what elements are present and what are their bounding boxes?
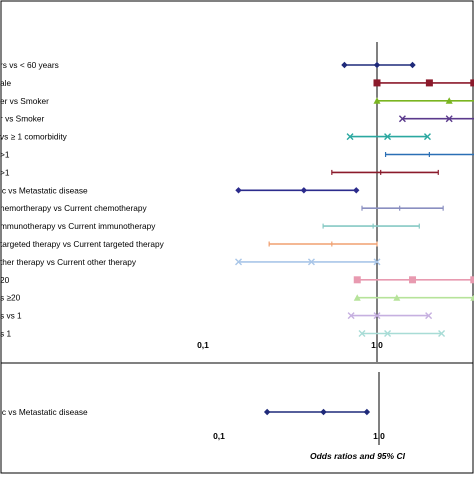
row-label: ale <box>0 78 11 88</box>
row-label: er vs Smoker <box>0 96 49 106</box>
ci-high-marker <box>353 187 360 194</box>
row-label: >1 <box>0 167 10 177</box>
ci-low-marker <box>373 79 381 87</box>
row-label: ther therapy vs Current other therapy <box>0 257 137 267</box>
panel-border <box>0 0 474 364</box>
ci-low-marker <box>353 294 361 301</box>
point-estimate-marker <box>393 294 401 301</box>
ci-low-marker <box>373 97 381 104</box>
row-label: s 1 <box>0 329 11 339</box>
point-estimate-marker <box>445 115 453 123</box>
ci-low-marker <box>341 61 348 69</box>
ci-low-marker <box>358 330 366 337</box>
row-label: >1 <box>0 150 10 160</box>
ci-low-marker <box>398 115 406 123</box>
ci-low-marker <box>235 187 242 194</box>
row-label: targeted therapy vs Current targeted the… <box>0 239 165 249</box>
ci-high-marker <box>470 79 474 87</box>
panel-bottom: 0,1 1,0 ic vs Metastatic disease Odds ratio… <box>0 362 474 474</box>
row-label: r vs Smoker <box>0 114 44 124</box>
point-estimate-marker <box>307 258 315 266</box>
point-estimate-marker <box>384 330 392 337</box>
ci-high-marker <box>373 258 381 266</box>
row-label: ic vs Metastatic disease <box>0 185 88 195</box>
row-label: s ≥20 <box>0 293 21 303</box>
point-estimate-marker <box>320 408 327 416</box>
ci-high-marker <box>363 408 371 416</box>
point-estimate-marker <box>409 276 417 284</box>
x-tick-label: 1,0 <box>373 431 385 441</box>
row-label: mmunotherapy vs Current immunotherapy <box>0 221 156 231</box>
ci-high-marker <box>425 312 433 320</box>
ci-low-marker <box>353 276 361 284</box>
point-estimate-marker <box>425 79 433 87</box>
row-label: hemortherapy vs Current chemotherapy <box>0 203 147 213</box>
point-estimate-marker <box>300 187 308 194</box>
point-estimate-marker <box>373 312 381 320</box>
x-tick-label: 0,1 <box>213 431 225 441</box>
row-label: vs ≥ 1 comorbidity <box>0 132 68 142</box>
point-estimate-marker <box>373 61 381 69</box>
point-estimate-marker <box>384 133 392 141</box>
ci-low-marker <box>347 312 355 320</box>
ci-high-marker <box>470 294 474 301</box>
row-label: rs vs < 60 years <box>0 60 59 70</box>
panel-border <box>0 362 474 474</box>
point-estimate-marker <box>445 97 453 104</box>
ci-high-marker <box>409 61 416 69</box>
row-label: ic vs Metastatic disease <box>0 407 88 417</box>
panel-top: 0,1 1,0 rs vs < 60 years ale er vs Smoker r v… <box>0 0 474 364</box>
ci-high-marker <box>470 276 474 284</box>
ci-high-marker <box>423 133 431 141</box>
ci-low-marker <box>235 258 243 266</box>
ci-high-marker <box>438 330 446 337</box>
ci-low-marker <box>346 133 354 141</box>
row-label: s vs 1 <box>0 311 22 321</box>
x-tick-label: 0,1 <box>197 340 209 350</box>
x-tick-label: 1,0 <box>371 340 383 350</box>
x-axis-label: Odds ratios and 95% CI <box>310 451 406 461</box>
row-label: 20 <box>0 275 10 285</box>
ci-low-marker <box>263 408 271 416</box>
